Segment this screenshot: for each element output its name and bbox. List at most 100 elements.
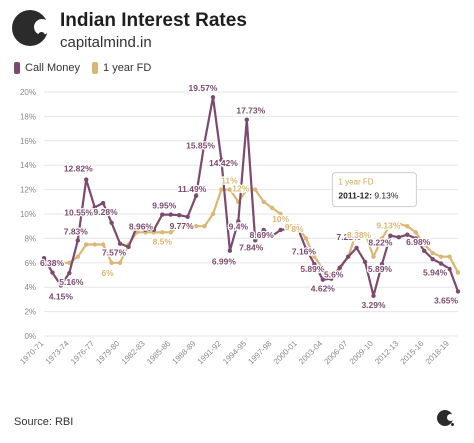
tooltip-label: 2011-12:: [338, 191, 374, 201]
data-point-call-money: [405, 232, 410, 237]
data-point-call-money: [320, 277, 326, 282]
data-point-fd: [202, 224, 207, 229]
y-tick-label: 6%: [24, 259, 36, 268]
data-point-fd: [396, 221, 402, 226]
data-label-call-money: 7.16%: [292, 247, 317, 257]
data-point-call-money: [168, 212, 173, 217]
data-point-fd: [84, 242, 89, 247]
data-point-fd: [405, 224, 410, 229]
x-tick-label: 2006-07: [322, 339, 350, 367]
capitalmind-logo-icon: [12, 10, 50, 46]
footer-logo-dot: [451, 423, 454, 426]
x-tick-label: 1976-77: [69, 339, 97, 367]
data-point-call-money: [388, 233, 393, 238]
data-label-call-money: 14.42%: [209, 158, 238, 168]
data-point-call-money: [126, 244, 131, 250]
data-point-call-money: [134, 224, 140, 229]
data-label-fd: 8.38%: [347, 230, 372, 240]
data-label-call-money: 4.15%: [49, 291, 74, 301]
data-point-fd: [455, 270, 461, 275]
data-point-call-money: [303, 246, 309, 251]
data-point-call-money: [151, 227, 157, 233]
data-point-fd: [67, 260, 72, 265]
data-point-fd: [100, 242, 106, 247]
data-point-call-money: [438, 261, 444, 266]
data-point-fd: [388, 222, 393, 227]
data-label-call-money: 6.38%: [40, 258, 65, 268]
data-label-call-money: 17.73%: [236, 106, 265, 116]
data-point-call-money: [84, 177, 89, 182]
data-label-call-money: 11.49%: [178, 184, 207, 194]
data-point-fd: [320, 266, 326, 272]
data-point-call-money: [379, 261, 385, 267]
legend-item-call-money[interactable]: Call Money: [14, 62, 80, 74]
data-label-fd: 8%: [291, 224, 304, 234]
chart-subtitle: capitalmind.in: [60, 34, 152, 51]
data-label-call-money: 9.77%: [170, 221, 195, 231]
data-point-call-money: [295, 225, 300, 230]
y-tick-label: 4%: [24, 283, 36, 292]
legend: Call Money 1 year FD: [14, 62, 163, 74]
data-label-call-money: 6.99%: [212, 257, 237, 267]
data-label-call-money: 15.85%: [186, 141, 215, 151]
data-point-call-money: [185, 214, 190, 220]
x-tick-label: 2018-19: [424, 339, 452, 367]
data-label-call-money: 12.82%: [64, 164, 93, 174]
data-point-fd: [422, 242, 427, 247]
data-point-call-money: [210, 95, 216, 100]
x-tick-label: 1973-74: [44, 339, 72, 367]
y-tick-label: 16%: [20, 137, 36, 146]
data-point-call-money: [371, 293, 376, 299]
capitalmind-footer-logo-icon: [437, 410, 454, 426]
data-point-call-money: [422, 248, 427, 254]
data-label-call-money: 4.62%: [311, 284, 336, 294]
data-label-call-money: 8.69%: [250, 230, 275, 240]
data-point-fd: [447, 254, 452, 259]
data-point-call-money: [278, 227, 283, 233]
data-point-call-money: [269, 233, 275, 239]
data-point-fd: [278, 211, 283, 217]
data-point-fd: [75, 254, 80, 259]
data-point-fd: [58, 260, 64, 265]
data-point-call-money: [286, 226, 292, 231]
data-point-fd: [371, 254, 376, 259]
data-label-call-money: 10.55%: [64, 207, 93, 217]
data-label-fd: 6%: [101, 268, 114, 278]
x-tick-label: 1979-80: [94, 339, 122, 367]
x-tick-label: 2009-10: [348, 339, 376, 367]
data-point-fd: [312, 254, 317, 259]
y-tick-label: 12%: [20, 186, 36, 195]
data-label-call-money: 9.4%: [229, 221, 249, 231]
data-label-call-money: 5.89%: [300, 264, 325, 274]
data-point-fd: [109, 260, 114, 265]
data-point-fd: [117, 260, 123, 265]
x-tick-label: 1997-98: [246, 339, 274, 367]
legend-item-fd[interactable]: 1 year FD: [92, 62, 151, 74]
data-point-call-money: [58, 283, 64, 288]
data-point-fd: [261, 199, 266, 204]
data-label-fd: 8.5%: [153, 236, 173, 246]
data-point-fd: [227, 187, 233, 192]
data-point-fd: [50, 260, 55, 265]
data-point-call-money: [67, 270, 72, 276]
data-label-fd: 9.13%: [376, 221, 401, 231]
data-label-call-money: 7.84%: [239, 242, 264, 252]
data-point-call-money: [261, 227, 266, 233]
data-point-fd: [253, 187, 258, 192]
x-tick-label: 2015-16: [398, 339, 426, 367]
data-point-fd: [413, 230, 418, 235]
y-tick-label: 0%: [24, 332, 36, 341]
data-point-call-money: [447, 266, 452, 272]
data-point-fd: [176, 224, 182, 229]
data-point-call-money: [41, 255, 47, 261]
legend-label-fd: 1 year FD: [103, 62, 152, 74]
data-label-call-money: 8.22%: [368, 238, 393, 248]
data-label-call-money: 5.16%: [59, 277, 84, 287]
data-point-call-money: [337, 265, 342, 270]
data-point-call-money: [143, 227, 148, 233]
data-point-fd: [303, 236, 309, 241]
y-tick-label: 10%: [20, 210, 36, 219]
data-point-call-money: [75, 238, 80, 243]
data-point-fd: [269, 205, 275, 211]
